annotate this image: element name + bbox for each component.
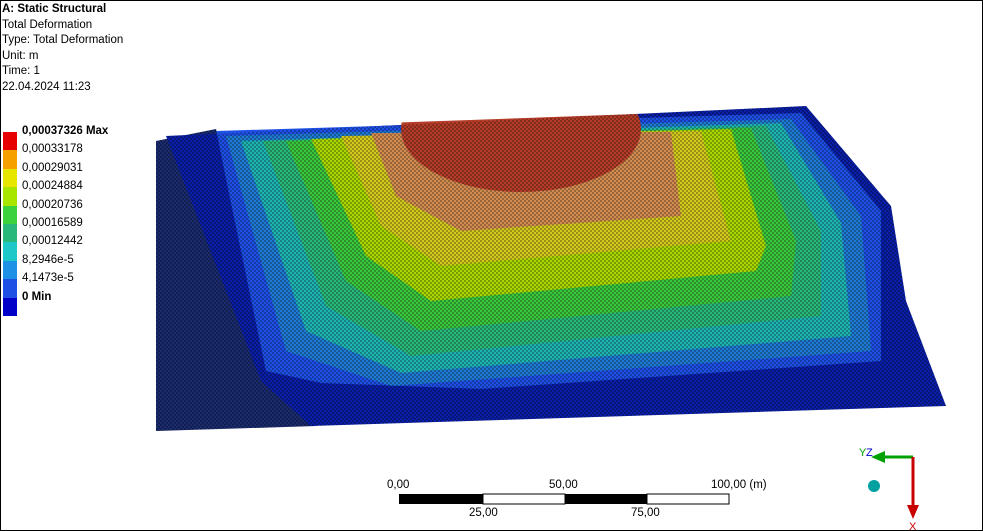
triad-y-label: Y <box>859 447 867 459</box>
legend-color-swatch <box>3 150 17 169</box>
triad-x-label: X <box>909 521 917 531</box>
legend-value-label: 0,00033178 <box>22 143 83 156</box>
result-time: Time: 1 <box>2 65 40 77</box>
legend-color-swatch <box>3 260 17 280</box>
legend-color-swatch <box>3 223 17 243</box>
analysis-title: A: Static Structural <box>2 3 107 15</box>
legend-color-swatch <box>3 168 17 188</box>
legend-value-label: 0,00024884 <box>22 180 83 193</box>
result-info-header: A: Static Structural Total Deformation T… <box>2 2 123 95</box>
legend-value-label: 0,00029031 <box>22 161 83 174</box>
result-name: Total Deformation <box>2 18 93 31</box>
result-type: Type: Total Deformation <box>2 34 124 46</box>
legend-color-swatch <box>3 132 17 151</box>
triad-z-label: Z <box>866 447 873 459</box>
triad-iso-ball <box>868 480 880 492</box>
legend-color-swatch <box>3 187 17 206</box>
result-timestamp: 22.04.2024 11:23 <box>2 80 91 93</box>
legend-color-swatch <box>3 279 17 298</box>
legend-color-swatch <box>3 297 17 316</box>
legend-color-swatch <box>3 242 17 261</box>
legend-value-label: 4,1473e-5 <box>22 272 74 285</box>
legend-color-swatch <box>3 205 17 224</box>
triad-y-arrow <box>871 451 885 463</box>
triad-x-arrow <box>907 505 919 519</box>
legend-value-label: 0,00037326 Max <box>22 125 109 137</box>
legend-value-label: 8,2946e-5 <box>22 253 74 266</box>
legend-value-label: 0,00020736 <box>22 198 83 211</box>
legend-value-label: 0 Min <box>22 290 52 303</box>
legend-value-label: 0,00012442 <box>22 235 83 248</box>
result-unit: Unit: m <box>2 49 39 62</box>
legend-value-label: 0,00016589 <box>22 216 83 229</box>
